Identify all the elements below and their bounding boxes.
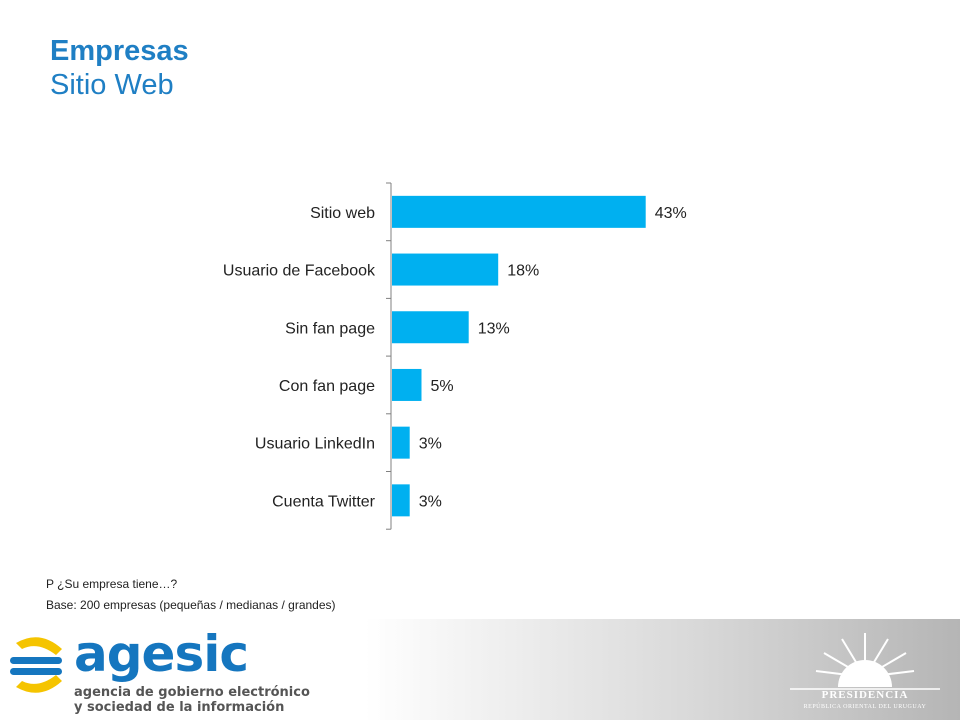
- question-note: P ¿Su empresa tiene…?: [46, 577, 178, 591]
- bar-chart: Sitio web 43% Usuario de Facebook 18% Sin fa…: [223, 182, 687, 530]
- category-label: Usuario de Facebook: [223, 263, 376, 280]
- value-label: 5%: [431, 378, 454, 395]
- agesic-logo-icon: [10, 637, 62, 693]
- category-label: Usuario LinkedIn: [255, 436, 375, 453]
- page-subtitle: Sitio Web: [50, 69, 174, 101]
- category-label: Sitio web: [310, 205, 375, 222]
- bar-3: [392, 368, 422, 401]
- value-label: 43%: [655, 205, 687, 222]
- agesic-tagline: agencia de gobierno electrónico y socied…: [74, 685, 310, 715]
- agesic-tagline-line-2: y sociedad de la información: [74, 700, 285, 715]
- bar-2: [392, 311, 469, 344]
- category-label: Cuenta Twitter: [272, 493, 376, 510]
- presidencia-label: PRESIDENCIA: [821, 689, 909, 701]
- presidencia-sun-icon: [790, 633, 940, 690]
- page-title: Empresas: [50, 35, 189, 67]
- agesic-logo-text: agesic: [74, 625, 249, 683]
- footer-banner: agesic agencia de gobierno electrónico y…: [0, 619, 960, 720]
- value-label: 18%: [507, 263, 539, 280]
- value-label: 3%: [419, 493, 442, 510]
- value-label: 13%: [478, 320, 510, 337]
- category-label: Sin fan page: [285, 320, 375, 337]
- base-note: Base: 200 empresas (pequeñas / medianas …: [46, 598, 336, 612]
- bar-5: [392, 484, 410, 517]
- bar-1: [392, 253, 499, 286]
- category-label: Con fan page: [279, 378, 375, 395]
- title-block: Empresas Sitio Web: [50, 34, 189, 102]
- presidencia-sublabel: REPÚBLICA ORIENTAL DEL URUGUAY: [803, 704, 927, 710]
- value-label: 3%: [419, 436, 442, 453]
- agesic-tagline-line-1: agencia de gobierno electrónico: [74, 685, 310, 700]
- bar-4: [392, 426, 410, 459]
- chart-notes: P ¿Su empresa tiene…? Base: 200 empresas…: [46, 574, 336, 616]
- bar-0: [392, 195, 646, 228]
